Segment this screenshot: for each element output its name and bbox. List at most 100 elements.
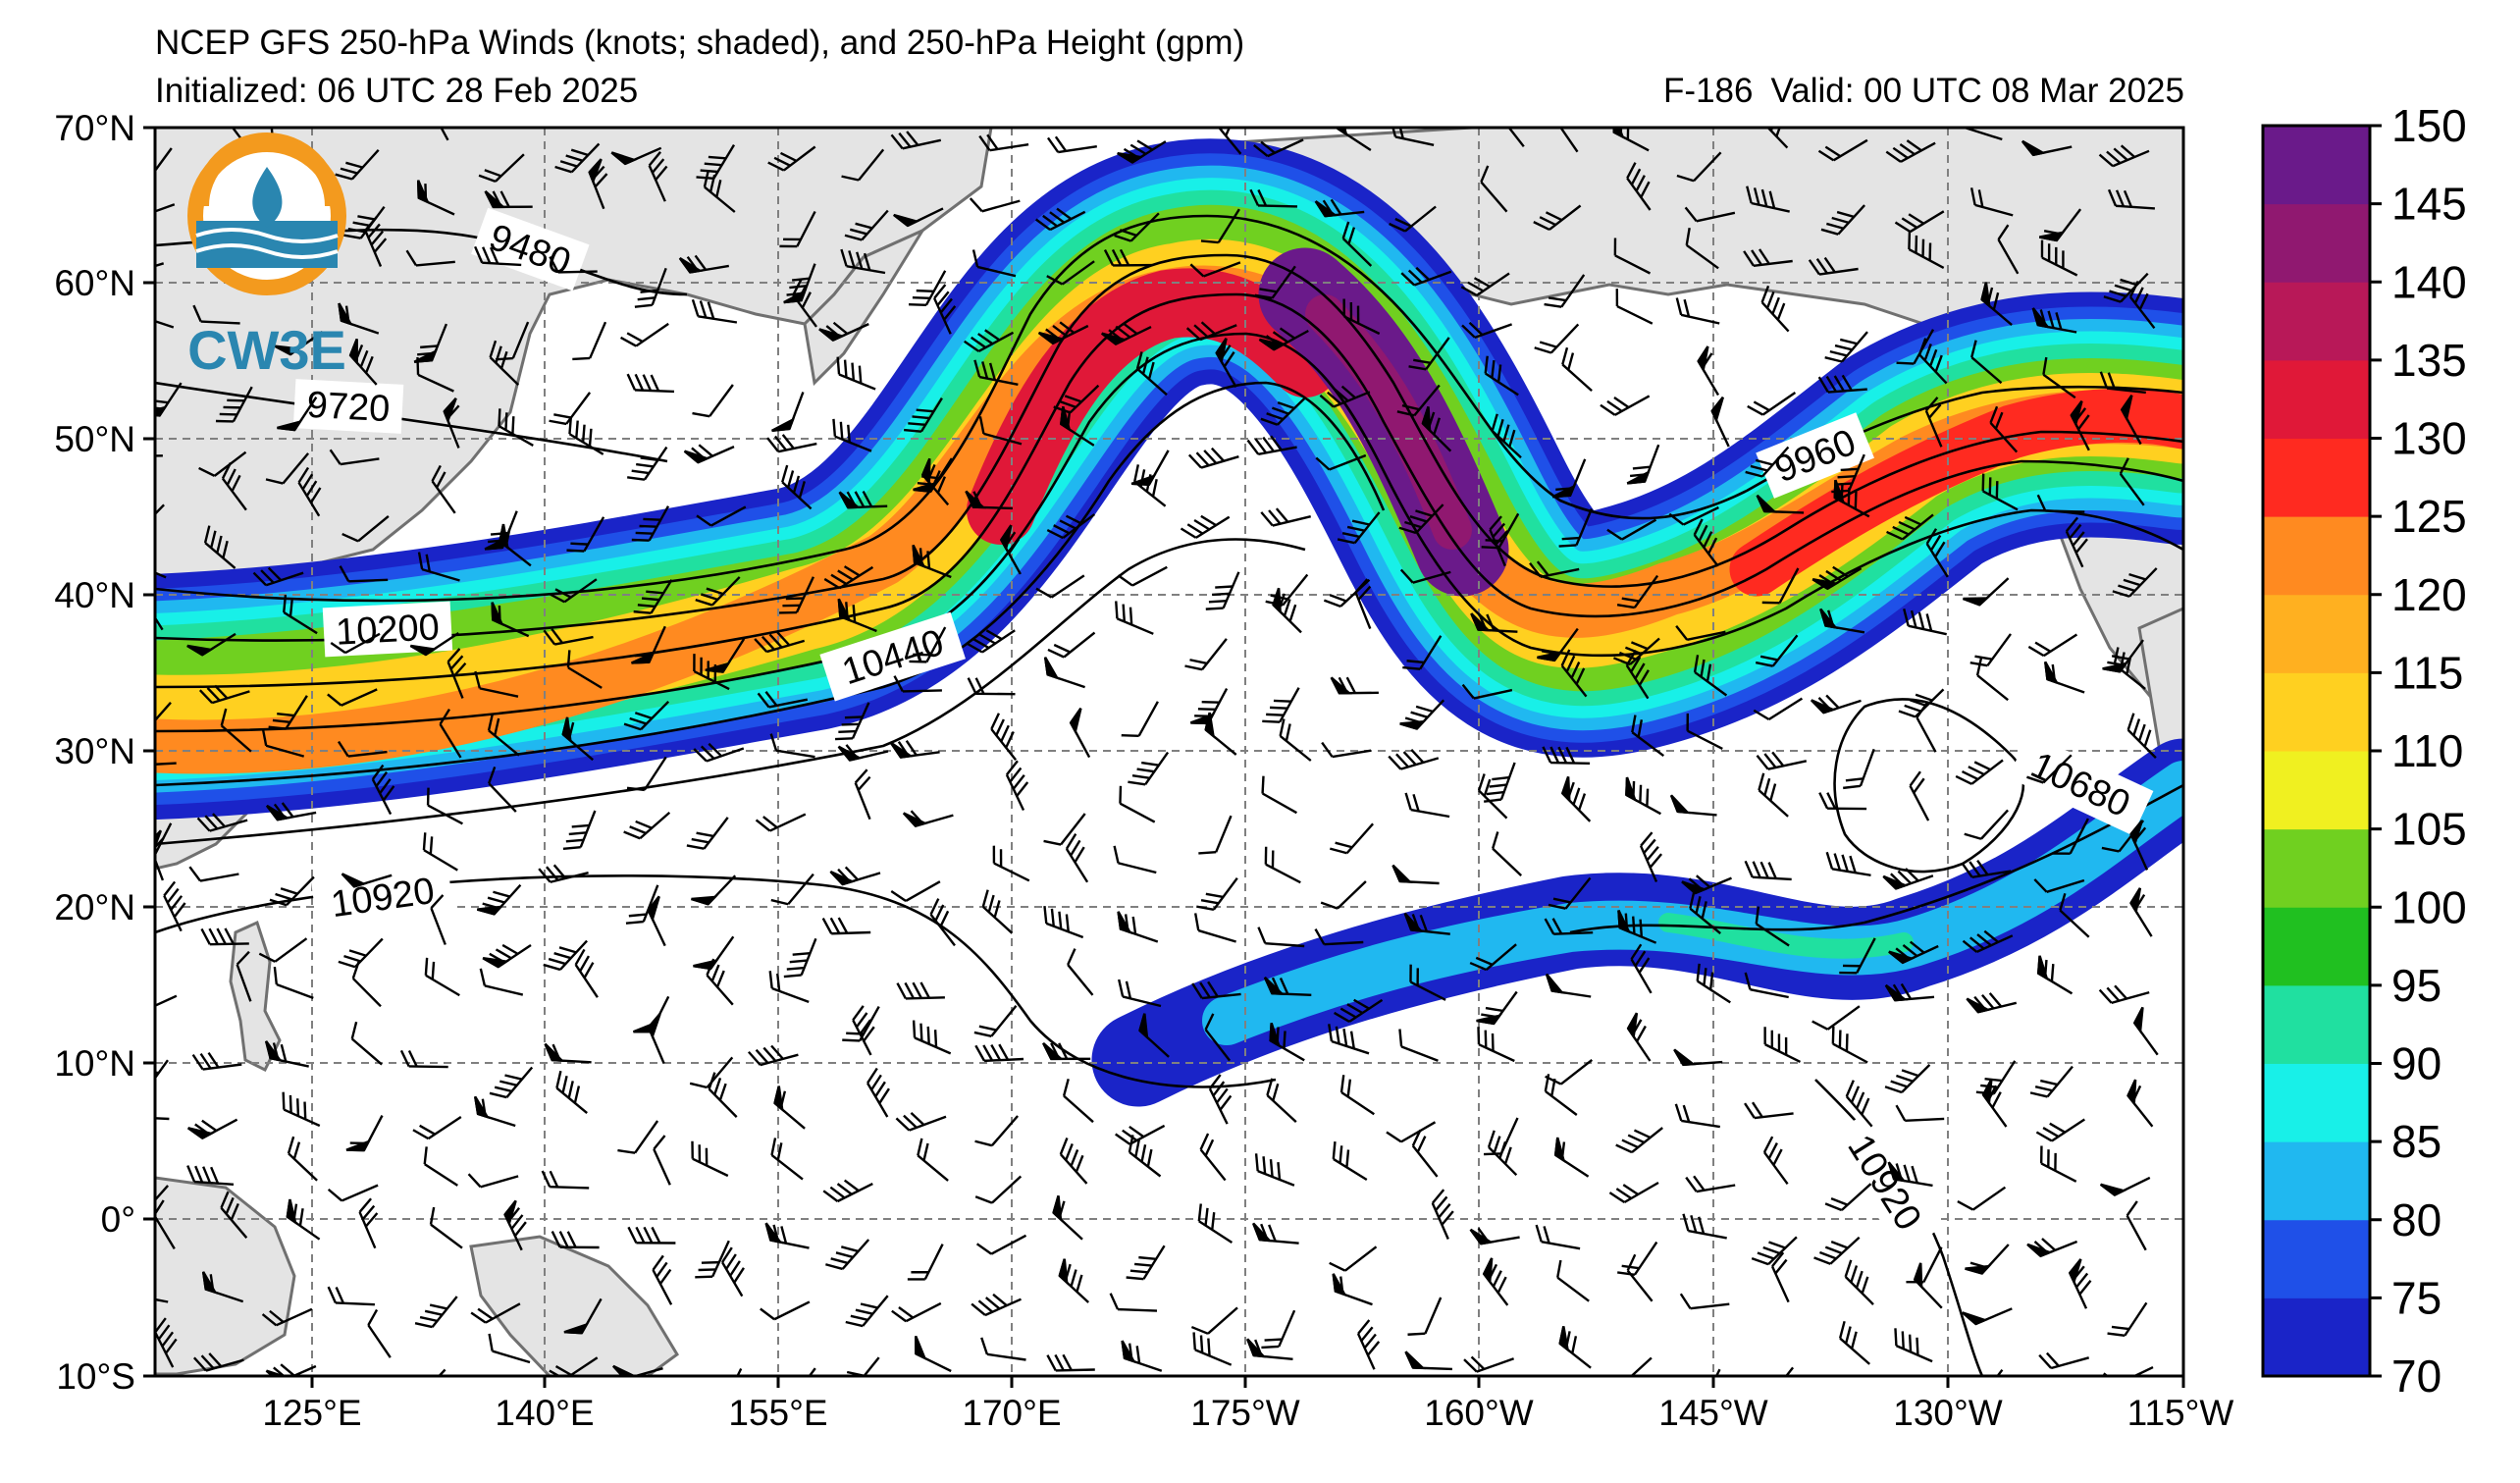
wind-barb [1756, 494, 1805, 514]
wind-barb [2098, 144, 2150, 168]
lat-label: 50°N [54, 419, 135, 459]
contour-line [155, 253, 2183, 642]
lon-label: 140°E [495, 1393, 594, 1433]
wind-barb [1261, 1309, 1296, 1350]
wind-barb [1246, 1338, 1293, 1360]
wind-barb [498, 408, 534, 447]
wind-barb [422, 832, 458, 872]
wind-barb [1831, 1026, 1868, 1064]
wind-barb [412, 1116, 462, 1140]
wind-barb [2059, 893, 2090, 938]
wind-barb [2126, 1200, 2147, 1251]
wind-barb [1058, 1258, 1090, 1303]
wind-barb [1758, 772, 1789, 818]
wind-barb [1833, 479, 1870, 518]
wind-barb [414, 1296, 458, 1329]
wind-barb [770, 1138, 804, 1181]
wind-barb [829, 866, 881, 886]
contour-line [155, 381, 1386, 787]
wind-barb [443, 397, 460, 449]
colorbar-label: 85 [2391, 1116, 2441, 1167]
wind-barb [647, 895, 666, 947]
wind-barb [1676, 151, 1722, 183]
wind-barb [760, 1300, 811, 1321]
wind-barb [215, 386, 253, 423]
wind-barb [2029, 1065, 2074, 1098]
wind-barb [990, 713, 1018, 762]
wind-barb [1254, 1153, 1295, 1187]
wind-barb [266, 802, 317, 821]
wind-barb [203, 525, 236, 569]
wind-barb [692, 384, 734, 418]
wind-barb [1811, 1005, 1861, 1031]
wind-barb [431, 464, 456, 514]
colorbar-swatch [2263, 828, 2370, 908]
wind-barb [572, 321, 607, 361]
wind-barb [837, 598, 877, 633]
wind-barb [2107, 188, 2155, 210]
wind-barb [1684, 206, 1736, 223]
wind-barb [1825, 851, 1871, 876]
wind-barb [835, 702, 870, 741]
wind-barb [1844, 1259, 1874, 1305]
wind-barb [1558, 1326, 1592, 1369]
wind-barb [1484, 355, 1519, 397]
wind-barb [1043, 657, 1085, 689]
wind-barb [634, 267, 667, 308]
wind-barb [610, 146, 662, 166]
wind-barb [823, 565, 874, 590]
wind-barb [1046, 1353, 1095, 1372]
wind-barb [1480, 165, 1508, 213]
wind-barb [1845, 1080, 1873, 1128]
wind-barb [1341, 221, 1373, 267]
wind-barb [548, 578, 598, 604]
wind-barb [722, 1367, 743, 1376]
wind-barb [1342, 298, 1381, 336]
wind-barb [1765, 1366, 1795, 1376]
wind-barb [549, 256, 598, 274]
wind-barb [766, 434, 817, 453]
wind-barb [623, 811, 671, 840]
wind-barb [269, 875, 315, 907]
wind-barb [1046, 260, 1095, 286]
wind-barb [1320, 880, 1367, 910]
wind-barb [1770, 1251, 1790, 1303]
wind-barb [551, 1231, 600, 1249]
wind-barb [978, 416, 1023, 446]
wind-barb [1964, 809, 2009, 840]
wind-barb [1966, 992, 2018, 1014]
wind-barb [155, 560, 167, 579]
wind-barb [1314, 928, 1364, 946]
lat-label: 10°S [56, 1356, 135, 1397]
wind-barb [832, 418, 872, 452]
wind-barb [487, 713, 520, 757]
wind-barb [1696, 963, 1731, 1004]
wind-barb [155, 262, 165, 277]
wind-barb [1356, 1319, 1381, 1370]
wind-barb [912, 1020, 952, 1055]
colorbar-swatch [2263, 203, 2370, 283]
wind-barb [1560, 776, 1592, 822]
wind-barb [1909, 770, 1930, 821]
wind-barb [474, 670, 519, 698]
wind-barb [1753, 697, 1804, 721]
wind-barb [626, 756, 667, 792]
wind-barb [779, 210, 816, 248]
wind-barb [1431, 1189, 1454, 1240]
wind-barb [1612, 128, 1650, 152]
valid-time-label: Valid: 00 UTC 08 Mar 2025 [1770, 72, 2184, 110]
lon-label: 130°W [1893, 1393, 2003, 1433]
wind-barb [1389, 205, 1437, 233]
wind-barb [2126, 713, 2157, 759]
wind-barb [1621, 1356, 1653, 1376]
wind-barb [1626, 444, 1660, 485]
wind-barb [1101, 322, 1152, 345]
wind-barb [1553, 1137, 1590, 1178]
colorbar-label: 110 [2391, 725, 2463, 776]
wind-barb [1970, 340, 2003, 385]
wind-barb [2052, 818, 2089, 855]
wind-barb [2098, 984, 2150, 1005]
wind-barb [836, 356, 876, 391]
wind-barb [1744, 860, 1792, 881]
contour-label-10200: 10200 [335, 607, 441, 653]
